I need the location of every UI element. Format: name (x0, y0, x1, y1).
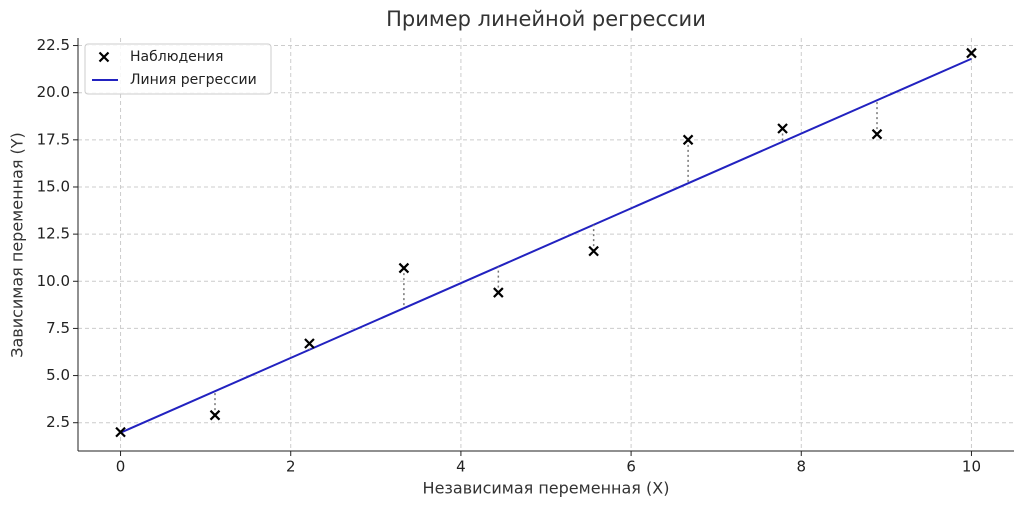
data-point (777, 123, 788, 134)
legend: Наблюдения Линия регрессии (84, 43, 272, 95)
marker-shape (98, 51, 110, 63)
y-tick-label: 10.0 (37, 272, 70, 290)
data-point (304, 338, 315, 349)
y-tick-label: 20.0 (37, 83, 70, 101)
legend-box (84, 43, 272, 95)
y-tick-label: 7.5 (46, 319, 70, 337)
data-point (871, 128, 883, 140)
marker-shape (777, 123, 788, 134)
y-axis-label: Зависимая переменная (Y) (8, 132, 27, 358)
x-tick-label: 2 (286, 458, 296, 476)
marker-shape (209, 409, 221, 421)
y-tick-label: 17.5 (37, 130, 70, 148)
y-tick-label: 12.5 (37, 225, 70, 243)
data-point (398, 262, 410, 274)
y-tick-label: 22.5 (37, 36, 70, 54)
marker-shape (871, 128, 883, 140)
x-tick-label: 4 (456, 458, 466, 476)
legend-label: Линия регрессии (130, 72, 257, 88)
marker-shape (682, 134, 694, 146)
marker-shape (493, 287, 504, 298)
marker-shape (398, 262, 410, 274)
x-axis-label: Независимая переменная (X) (423, 479, 670, 498)
data-point (209, 409, 221, 421)
y-tick-label: 5.0 (46, 366, 70, 384)
regression-line (120, 57, 972, 434)
legend-swatch (98, 51, 110, 63)
marker-shape (304, 338, 315, 349)
x-tick-label: 10 (962, 458, 981, 476)
chart-title: Пример линейной регрессии (386, 7, 706, 31)
data-point (588, 245, 599, 257)
data-point (682, 134, 694, 146)
y-tick-label: 15.0 (37, 177, 70, 195)
data-point (115, 426, 126, 438)
legend-label: Наблюдения (130, 49, 223, 65)
data-point (493, 287, 504, 298)
x-tick-label: 0 (116, 458, 126, 476)
y-tick-label: 2.5 (46, 413, 70, 431)
marker-shape (115, 426, 126, 438)
data-point (966, 47, 977, 59)
x-tick-label: 6 (626, 458, 636, 476)
x-tick-label: 8 (796, 458, 806, 476)
marker-shape (588, 245, 599, 257)
marker-shape (966, 47, 977, 59)
